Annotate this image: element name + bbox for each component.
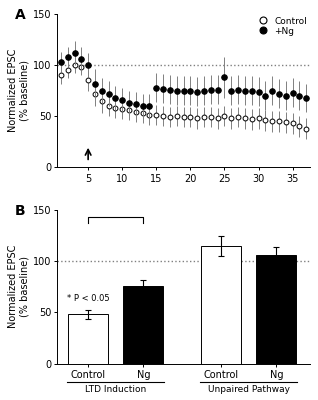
Legend: Control, +Ng: Control, +Ng: [254, 17, 307, 36]
Text: * P < 0.05: * P < 0.05: [67, 294, 109, 303]
Bar: [68, 314, 108, 364]
Text: LTD Induction: LTD Induction: [85, 385, 146, 394]
Bar: [123, 286, 163, 364]
Bar: [201, 246, 241, 364]
Text: Unpaired Pathway: Unpaired Pathway: [208, 385, 290, 394]
Text: B: B: [15, 204, 25, 218]
Y-axis label: Normalized EPSC
(% baseline): Normalized EPSC (% baseline): [8, 49, 30, 132]
Y-axis label: Normalized EPSC
(% baseline): Normalized EPSC (% baseline): [8, 245, 30, 328]
Text: A: A: [15, 8, 25, 22]
Bar: [256, 255, 296, 364]
